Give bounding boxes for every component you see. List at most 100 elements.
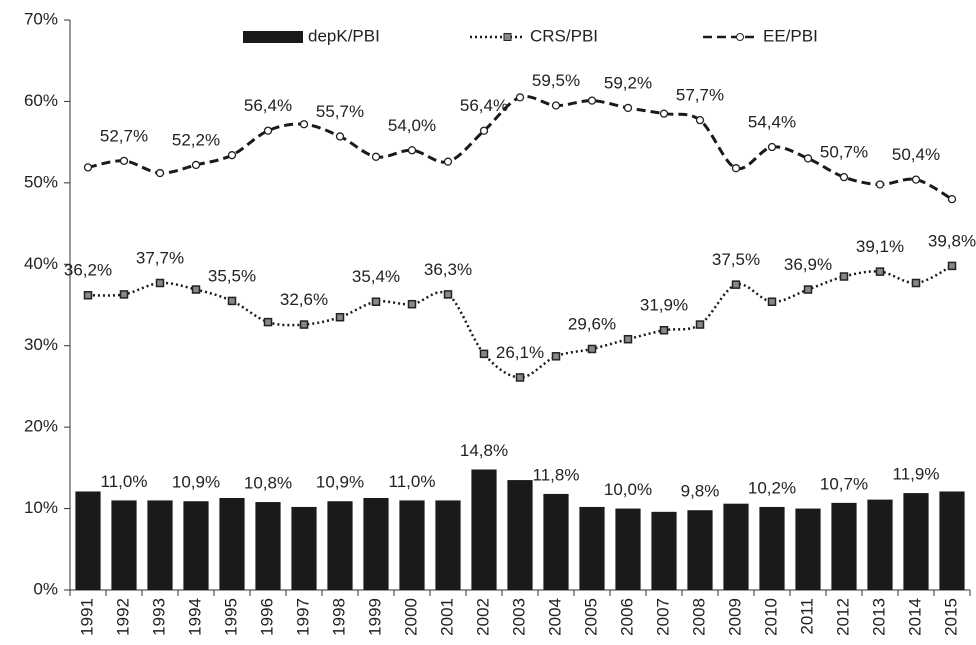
bar	[471, 469, 497, 590]
value-label: 52,7%	[100, 126, 148, 145]
marker	[479, 126, 489, 135]
marker	[551, 101, 561, 110]
marker	[947, 194, 957, 204]
x-tick-label: 1995	[221, 598, 240, 636]
marker	[83, 163, 93, 172]
marker	[299, 320, 309, 329]
x-tick-label: 2004	[545, 598, 564, 636]
marker	[155, 168, 165, 178]
value-label: 39,1%	[856, 237, 904, 256]
value-label: 50,7%	[820, 143, 868, 162]
marker	[839, 173, 849, 182]
bar	[867, 499, 893, 590]
value-label: 11,8%	[533, 465, 580, 484]
marker	[371, 297, 381, 306]
x-tick-label: 2010	[761, 598, 780, 636]
marker	[551, 352, 561, 361]
bar	[183, 501, 209, 590]
marker	[335, 312, 345, 322]
x-tick-label: 1997	[293, 598, 312, 636]
value-label: 59,2%	[604, 73, 652, 92]
marker	[371, 152, 381, 161]
value-label: 29,6%	[568, 314, 616, 333]
bar	[327, 501, 353, 590]
marker	[263, 317, 273, 327]
value-label: 35,5%	[208, 266, 256, 285]
legend-swatch	[243, 31, 303, 43]
marker	[263, 126, 273, 135]
marker	[911, 175, 921, 184]
x-tick-label: 2012	[833, 598, 852, 636]
bar	[255, 502, 281, 590]
value-label: 10,9%	[172, 473, 220, 492]
marker	[587, 344, 597, 354]
marker	[659, 109, 669, 118]
value-label: 11,9%	[893, 465, 940, 484]
value-label: 37,7%	[136, 248, 184, 267]
bar	[687, 510, 713, 590]
value-label: 39,8%	[928, 231, 976, 250]
y-tick-label: 60%	[24, 91, 58, 110]
x-tick-label: 2005	[581, 598, 600, 636]
marker	[947, 261, 957, 271]
bar	[651, 511, 677, 590]
legend-label: EE/PBI	[763, 26, 818, 45]
x-tick-label: 2013	[869, 598, 888, 636]
y-tick-label: 70%	[24, 9, 58, 28]
value-label: 57,7%	[676, 86, 724, 105]
marker	[767, 142, 777, 152]
x-tick-label: 2009	[725, 598, 744, 636]
value-label: 36,9%	[784, 255, 832, 274]
value-label: 54,4%	[748, 113, 796, 132]
value-label: 10,9%	[316, 473, 364, 492]
bar	[939, 491, 965, 590]
x-tick-label: 2003	[509, 598, 528, 636]
value-label: 35,4%	[352, 267, 400, 286]
x-tick-label: 2015	[941, 598, 960, 636]
marker	[407, 146, 417, 155]
value-label: 10,0%	[604, 480, 652, 499]
marker	[875, 180, 885, 189]
marker	[191, 160, 201, 170]
marker	[227, 151, 237, 160]
marker	[515, 373, 525, 382]
value-label: 9,8%	[681, 482, 720, 501]
bar	[75, 491, 101, 590]
value-label: 10,7%	[820, 474, 868, 493]
y-tick-label: 40%	[24, 254, 58, 273]
bar	[903, 493, 929, 590]
marker	[515, 93, 525, 102]
value-label: 52,2%	[172, 130, 220, 149]
value-label: 11,0%	[389, 472, 436, 491]
x-tick-label: 2008	[689, 598, 708, 636]
marker	[119, 290, 129, 299]
bar	[147, 500, 173, 590]
marker	[803, 285, 813, 294]
legend-marker	[736, 33, 744, 41]
marker	[587, 96, 597, 105]
x-tick-label: 2007	[653, 598, 672, 636]
marker	[443, 157, 453, 166]
x-tick-label: 1998	[329, 598, 348, 636]
bar	[795, 508, 821, 590]
value-label: 56,4%	[244, 96, 292, 115]
x-tick-label: 2006	[617, 598, 636, 636]
bar	[291, 506, 317, 590]
value-label: 36,3%	[424, 260, 472, 279]
marker	[155, 278, 165, 288]
marker	[191, 285, 201, 294]
value-label: 31,9%	[640, 296, 688, 315]
value-label: 37,5%	[712, 250, 760, 269]
y-tick-label: 10%	[24, 498, 58, 517]
marker	[407, 299, 417, 309]
bar	[831, 502, 857, 590]
marker	[299, 120, 309, 129]
marker	[875, 267, 885, 276]
value-label: 14,8%	[460, 441, 508, 460]
bar	[507, 480, 533, 590]
bar	[363, 497, 389, 590]
marker	[623, 334, 633, 344]
x-tick-label: 1992	[113, 598, 132, 636]
y-tick-label: 20%	[24, 417, 58, 436]
